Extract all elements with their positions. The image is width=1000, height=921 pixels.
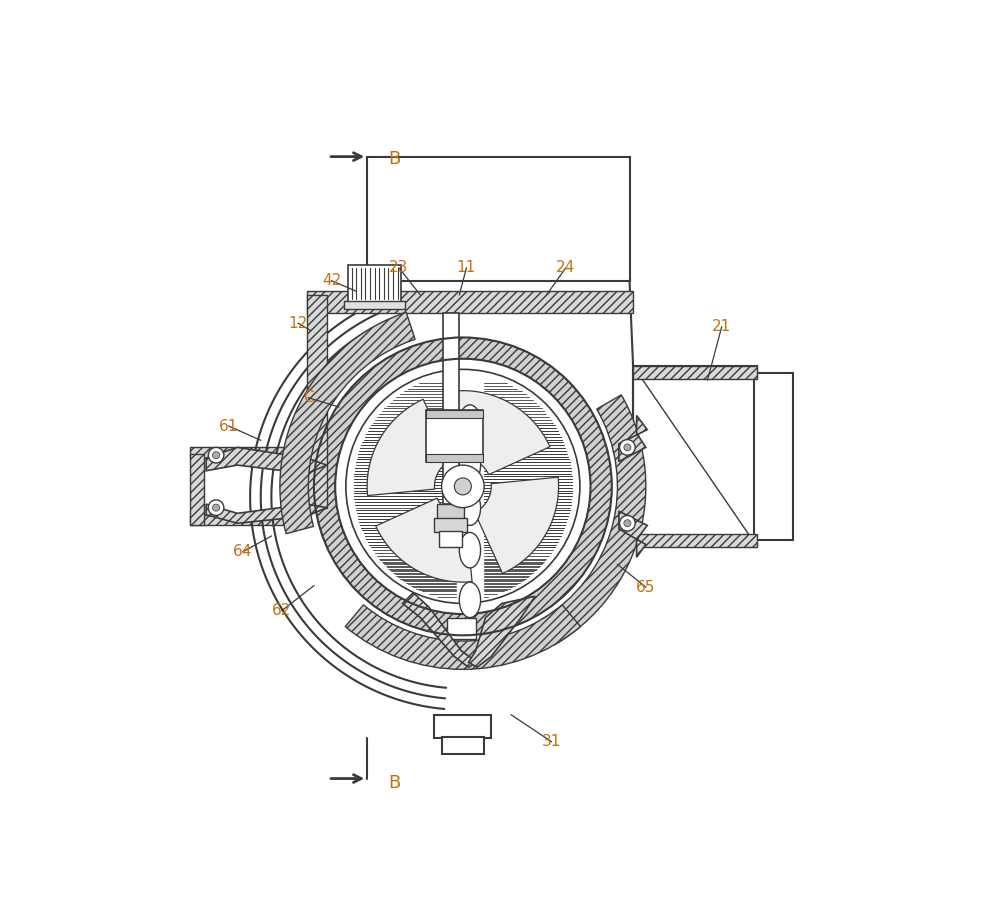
Polygon shape [206, 448, 327, 473]
Polygon shape [367, 399, 451, 495]
Bar [447, 618, 476, 639]
Polygon shape [469, 596, 535, 667]
Wedge shape [345, 605, 580, 670]
Text: 11: 11 [457, 261, 476, 275]
Bar [437, 504, 464, 519]
Bar [307, 295, 327, 507]
Bar [633, 366, 757, 379]
Text: 61: 61 [219, 419, 239, 434]
Bar [348, 265, 401, 302]
Circle shape [442, 465, 484, 507]
Wedge shape [314, 337, 612, 635]
Circle shape [624, 444, 631, 451]
Polygon shape [619, 415, 647, 461]
Ellipse shape [459, 405, 481, 440]
Polygon shape [619, 511, 647, 557]
Polygon shape [475, 477, 559, 574]
Bar [190, 454, 204, 525]
Bar [633, 366, 757, 547]
Circle shape [208, 448, 224, 463]
Circle shape [346, 369, 580, 603]
Bar [344, 300, 405, 309]
Polygon shape [206, 504, 327, 523]
Bar [633, 534, 757, 547]
Bar [367, 157, 630, 281]
Bar [307, 291, 633, 312]
Bar [754, 373, 793, 540]
Text: 65: 65 [636, 579, 656, 595]
Text: 62: 62 [272, 603, 292, 618]
Text: C: C [303, 391, 314, 405]
Bar [434, 519, 467, 532]
Circle shape [620, 439, 635, 455]
Bar [439, 531, 462, 547]
Text: 24: 24 [556, 261, 575, 275]
Bar [426, 411, 483, 461]
Ellipse shape [459, 532, 481, 568]
Polygon shape [376, 498, 472, 582]
Bar [190, 515, 307, 525]
Ellipse shape [459, 448, 481, 483]
Bar [426, 454, 483, 461]
Circle shape [620, 516, 635, 531]
Circle shape [208, 500, 224, 516]
Circle shape [624, 519, 631, 527]
Text: B: B [388, 774, 401, 792]
Text: B: B [388, 150, 401, 168]
Text: 64: 64 [233, 544, 253, 559]
Circle shape [213, 451, 220, 459]
Wedge shape [540, 395, 646, 645]
Text: 23: 23 [389, 261, 409, 275]
Text: 42: 42 [322, 274, 341, 288]
Polygon shape [454, 391, 550, 474]
Wedge shape [280, 312, 415, 534]
Bar [434, 716, 491, 738]
Circle shape [313, 336, 613, 636]
Polygon shape [403, 593, 477, 667]
Ellipse shape [459, 490, 481, 525]
Bar [442, 737, 484, 753]
Ellipse shape [459, 582, 481, 618]
Circle shape [454, 478, 471, 495]
Bar [426, 411, 483, 417]
Text: 12: 12 [289, 316, 308, 331]
Bar [443, 312, 459, 504]
Bar [190, 448, 307, 458]
Circle shape [213, 504, 220, 511]
Text: 21: 21 [712, 320, 731, 334]
Text: 31: 31 [542, 734, 561, 749]
